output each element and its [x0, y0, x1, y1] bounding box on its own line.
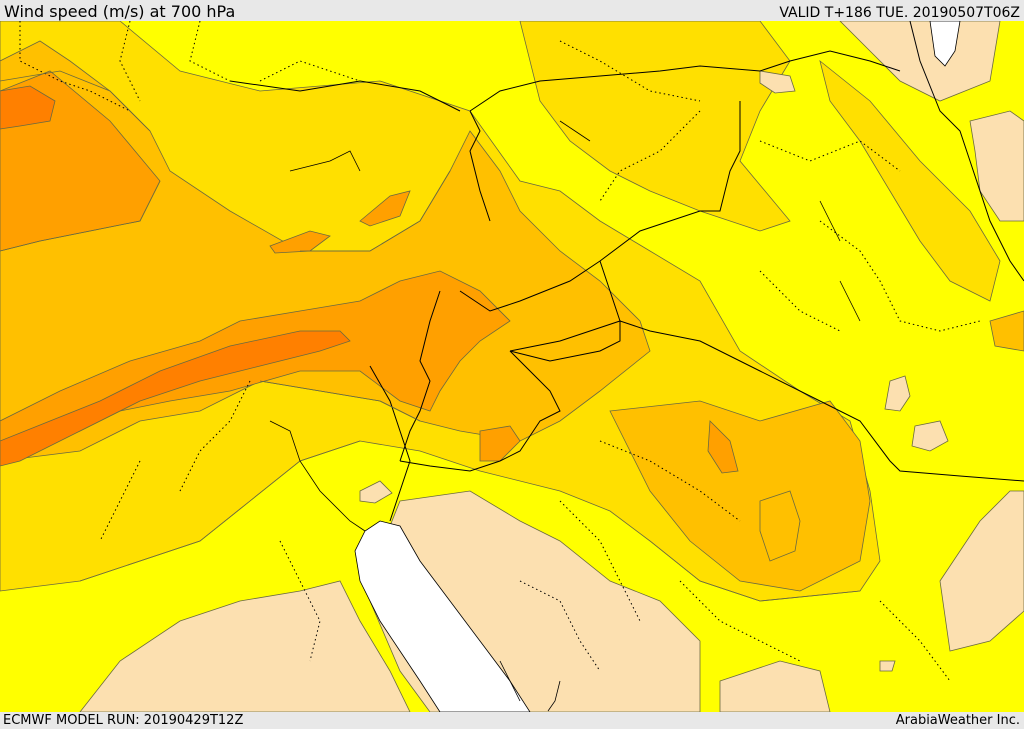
- caspian-gap: [929, 21, 961, 67]
- red-sea-gap: [354, 520, 531, 712]
- map-header: Wind speed (m/s) at 700 hPa VALID T+186 …: [0, 0, 1024, 21]
- wind-speed-map: [0, 21, 1024, 712]
- high-speed-cell-south: [479, 425, 521, 462]
- lowest-speed-patch-c: [359, 480, 393, 504]
- lowest-speed-zone-southwest: [79, 580, 411, 712]
- highest-speed-core-northwest: [0, 85, 56, 130]
- elevated-speed-cell-small: [759, 490, 801, 562]
- moderate-speed-zone-east-band: [819, 59, 1001, 302]
- elevated-speed-cell-east-edge: [989, 310, 1024, 352]
- internal-boundaries: [19, 21, 981, 682]
- lowest-speed-zone-southeast: [939, 490, 1024, 652]
- high-speed-cell-north: [359, 190, 411, 227]
- high-speed-cell-east: [707, 420, 739, 474]
- model-run-label: ECMWF MODEL RUN: 20190429T12Z: [3, 713, 244, 728]
- valid-time-label: VALID T+186 TUE. 20190507T06Z: [779, 5, 1020, 21]
- map-footer: ECMWF MODEL RUN: 20190429T12Z ArabiaWeat…: [0, 712, 1024, 729]
- elevated-speed-cell-east: [609, 400, 871, 592]
- country-borders: [229, 21, 1024, 522]
- lowest-speed-patch-a: [884, 375, 911, 412]
- highest-speed-core-jet: [0, 330, 351, 467]
- contour-lines: [0, 70, 861, 602]
- provider-label: ArabiaWeather Inc.: [895, 713, 1020, 728]
- lowest-speed-patch-d: [759, 70, 796, 94]
- coastlines: [269, 120, 861, 712]
- lowest-speed-zone-east: [969, 110, 1024, 222]
- map-title: Wind speed (m/s) at 700 hPa: [4, 2, 236, 21]
- lowest-speed-zone-southeast-small: [719, 660, 831, 712]
- high-speed-cell-central: [269, 230, 331, 254]
- lowest-speed-patch-e: [879, 660, 896, 672]
- lowest-speed-patch-b: [911, 420, 949, 452]
